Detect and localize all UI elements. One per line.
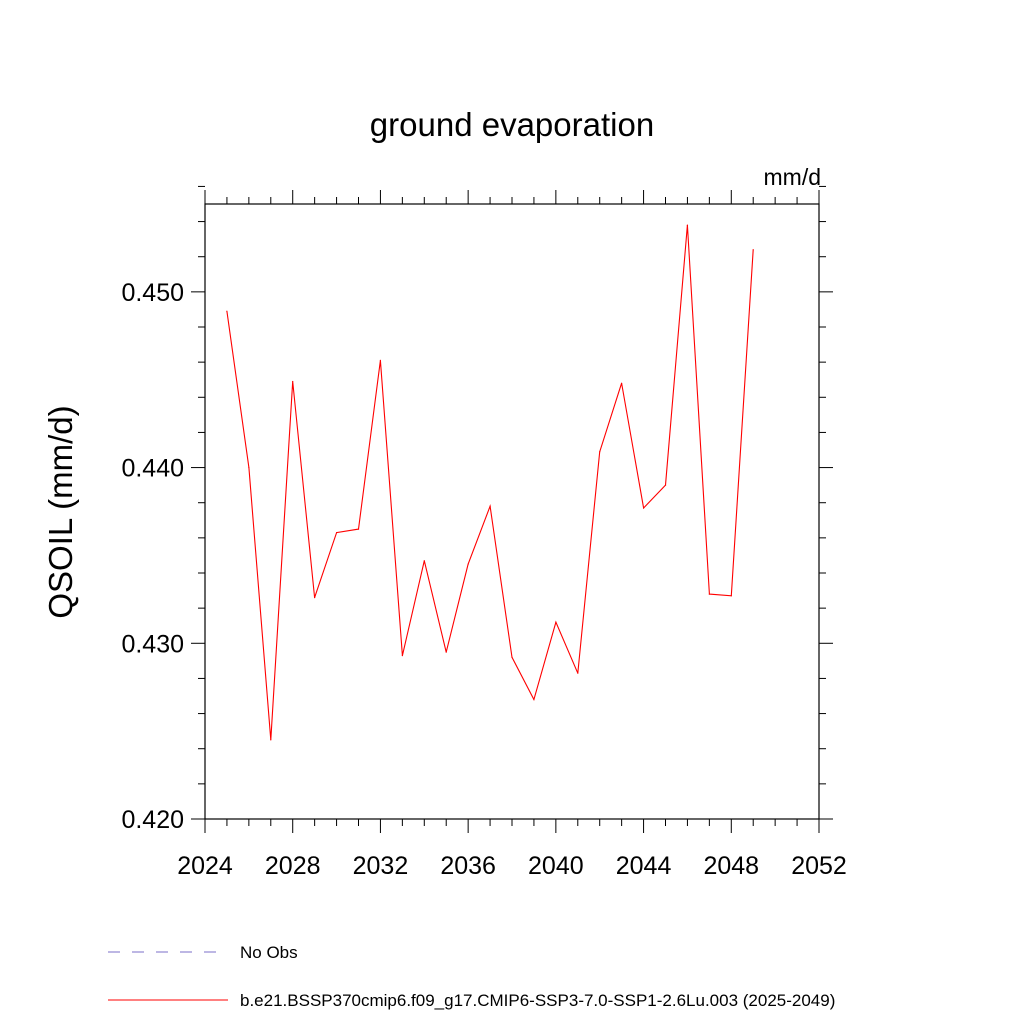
series-layer	[226, 224, 754, 741]
x-tick-label: 2052	[791, 852, 847, 880]
data-point	[599, 451, 601, 453]
data-point	[664, 484, 667, 486]
data-point	[270, 739, 272, 741]
legend-label: b.e21.BSSP370cmip6.f09_g17.CMIP6-SSP3-7.…	[240, 991, 835, 1010]
data-point	[336, 532, 338, 534]
data-point	[555, 621, 557, 623]
data-point	[467, 563, 469, 565]
data-point	[708, 593, 711, 595]
data-point	[621, 382, 623, 384]
data-point	[445, 651, 447, 653]
data-point	[357, 528, 360, 530]
data-point	[533, 698, 535, 701]
y-tick-label: 0.440	[121, 455, 184, 483]
x-tick-label: 2048	[703, 852, 759, 880]
y-tick-label: 0.430	[121, 630, 184, 658]
axes: 0.420 0.430 0.440 0.450 2024 2028 2032 2036 2040…	[121, 185, 847, 880]
data-point	[423, 560, 425, 562]
chart-title: ground evaporation	[370, 106, 654, 143]
data-point	[401, 655, 403, 657]
units-label: mm/d	[764, 164, 822, 190]
plot-frame	[204, 203, 820, 820]
data-point	[730, 595, 732, 597]
y-tick-label: 0.450	[121, 279, 184, 307]
x-tick-label: 2024	[177, 852, 233, 880]
legend-label: No Obs	[240, 943, 298, 962]
data-point	[292, 380, 294, 383]
series-line	[226, 225, 754, 740]
data-point	[226, 310, 228, 312]
x-tick-label: 2044	[616, 852, 672, 880]
data-point	[752, 249, 754, 251]
legend: No Obs b.e21.BSSP370cmip6.f09_g17.CMIP6-S…	[108, 943, 835, 1010]
x-tick-label: 2036	[440, 852, 496, 880]
data-point	[379, 359, 381, 361]
y-axis-label: QSOIL (mm/d)	[42, 405, 79, 618]
x-tick-label: 2032	[353, 852, 409, 880]
x-tick-label: 2040	[528, 852, 584, 880]
y-tick-label: 0.420	[121, 806, 184, 834]
data-point	[511, 656, 513, 658]
data-point	[577, 672, 579, 674]
data-point	[314, 597, 316, 599]
data-point	[489, 505, 491, 507]
data-point	[686, 224, 689, 226]
data-point	[248, 467, 250, 469]
x-tick-label: 2028	[265, 852, 321, 880]
data-point	[643, 507, 645, 509]
